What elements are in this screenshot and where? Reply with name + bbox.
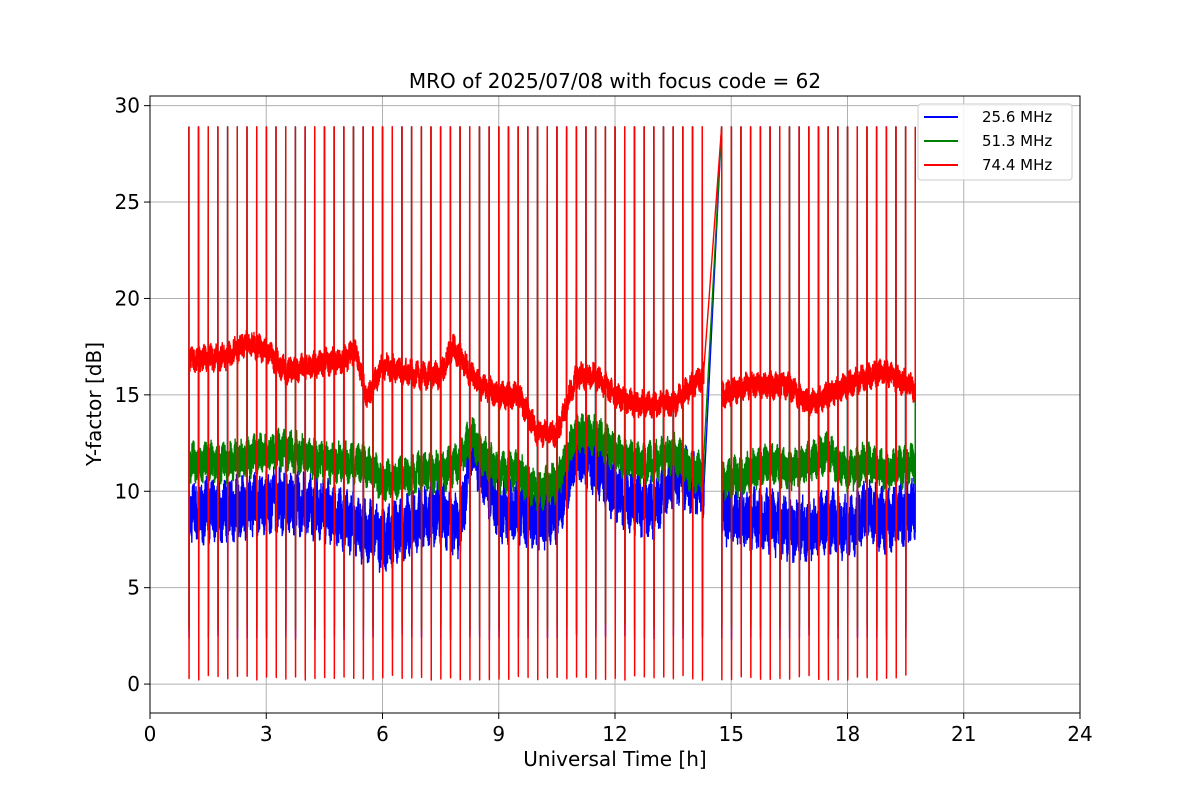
x-tick-label: 3	[260, 722, 273, 746]
legend: 25.6 MHz 51.3 MHz 74.4 MHz	[917, 103, 1073, 181]
series-line-25-6-mhz	[188, 126, 916, 641]
y-tick-label: 20	[115, 286, 140, 310]
x-axis-label: Universal Time [h]	[523, 747, 706, 771]
legend-label: 74.4 MHz	[982, 156, 1052, 174]
y-tick-label: 5	[127, 576, 140, 600]
y-axis-label: Y-factor [dB]	[82, 342, 106, 467]
y-tick-label: 25	[115, 190, 140, 214]
ticks: 0 3 6 9 12 15 18 21 24 0 5 10 15 20 25 30	[115, 94, 1093, 746]
legend-box	[917, 103, 1073, 181]
y-tick-label: 15	[115, 383, 140, 407]
x-tick-label: 21	[951, 722, 976, 746]
series-line-74-4-mhz	[188, 126, 916, 681]
chart-title: MRO of 2025/07/08 with focus code = 62	[409, 69, 821, 93]
x-tick-label: 9	[492, 722, 505, 746]
legend-label: 51.3 MHz	[982, 132, 1052, 150]
series-line-51-3-mhz	[188, 126, 916, 631]
x-tick-label: 18	[835, 722, 860, 746]
legend-label: 25.6 MHz	[982, 108, 1052, 126]
x-tick-label: 15	[719, 722, 744, 746]
x-tick-label: 24	[1067, 722, 1092, 746]
series-layer	[188, 126, 916, 681]
x-tick-label: 12	[602, 722, 627, 746]
x-tick-label: 6	[376, 722, 389, 746]
y-tick-label: 30	[115, 94, 140, 118]
y-tick-label: 10	[115, 479, 140, 503]
x-tick-label: 0	[144, 722, 157, 746]
y-tick-label: 0	[127, 672, 140, 696]
